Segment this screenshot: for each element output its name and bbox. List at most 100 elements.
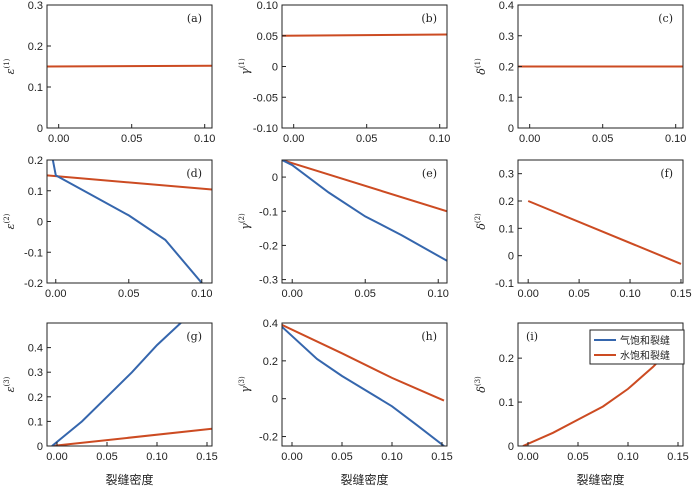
series-gas-line-d <box>51 160 203 283</box>
panel-label-b: (b) <box>421 12 437 25</box>
series-water-line-h <box>282 323 445 402</box>
y-tick-label: 0.3 <box>499 31 514 43</box>
series-water-line-g <box>51 427 212 446</box>
panel-label-e: (e) <box>422 167 437 180</box>
x-tick-label: 0.10 <box>429 133 450 145</box>
panel-e: 0.00 0.05 0.10 -0.3 -0.2 -0.1 0 γ(2) (e) <box>238 159 449 300</box>
panel-a: 0.00 0.05 0.10 0 0.1 0.2 0.3 ε(1) (a) <box>3 0 215 145</box>
x-tick-label: 0.10 <box>619 288 640 300</box>
y-axis-label-a: ε(1) <box>3 58 17 74</box>
series-water-line-d <box>47 174 212 191</box>
y-tick-label: 0 <box>272 172 278 184</box>
y-tick-label: 0.3 <box>499 169 514 181</box>
y-tick-label: 0.3 <box>28 0 43 12</box>
x-tick-label: 0.10 <box>146 451 167 463</box>
y-tick-label: -0.2 <box>259 432 278 444</box>
series-gas-line-g <box>51 323 183 446</box>
y-tick-label: 0 <box>37 441 43 453</box>
x-tick-label: 0.10 <box>191 288 212 300</box>
y-axis-label-g: ε(3) <box>3 376 17 392</box>
y-tick-label: -0.10 <box>253 123 278 135</box>
x-tick-label: 0.05 <box>121 133 142 145</box>
y-tick-label: 0.2 <box>28 392 43 404</box>
legend-box <box>589 329 685 365</box>
y-axis-label-h: γ(3) <box>238 376 252 393</box>
series-water-line-e <box>282 160 447 213</box>
axes-frame-i <box>517 322 684 447</box>
y-tick-label: 0.4 <box>499 0 514 12</box>
x-tick-label: 0.05 <box>356 133 377 145</box>
y-tick-label: 0.2 <box>263 356 278 368</box>
x-axis-label: 裂缝密度 <box>340 472 388 486</box>
series-gas-line-h <box>282 326 445 446</box>
y-tick-label: 0.2 <box>28 41 43 53</box>
x-tick-label: 0.05 <box>355 288 376 300</box>
x-tick-label: 0.00 <box>519 133 540 145</box>
axes-frame-h <box>281 322 448 447</box>
legend-label-water: 水饱和裂缝 <box>620 349 670 362</box>
y-tick-label: 0.1 <box>499 223 514 235</box>
y-tick-label: -0.2 <box>259 240 278 252</box>
x-tick-label: 0.10 <box>381 451 402 463</box>
y-tick-label: -0.2 <box>24 278 43 290</box>
x-tick-label: 0.00 <box>517 288 538 300</box>
x-tick-label: 0.05 <box>592 133 613 145</box>
y-tick-label: 0 <box>508 251 514 263</box>
panel-b: 0.00 0.05 0.10 -0.10 -0.05 0 0.05 0.10 γ(1) (b) <box>238 0 450 145</box>
series-water-line-b <box>282 33 447 37</box>
x-tick-label: 0.00 <box>281 451 302 463</box>
axes-frame-e <box>281 159 448 284</box>
x-tick-label: 0.05 <box>331 451 352 463</box>
y-axis-label-c: δ(1) <box>474 58 488 75</box>
y-tick-label: -0.1 <box>259 206 278 218</box>
x-tick-label: 0.00 <box>45 288 66 300</box>
y-tick-label: -0.05 <box>253 92 278 104</box>
y-tick-label: -0.1 <box>495 278 514 290</box>
y-axis-label-d: ε(2) <box>3 213 17 229</box>
panel-i: 0.00 0.05 0.10 0.15 0 0.1 0.2 δ(3) (i) 裂缝密度 <box>474 322 689 486</box>
panel-label-d: (d) <box>186 167 202 180</box>
x-axis-label: 裂缝密度 <box>105 472 153 486</box>
series-water-line-a <box>47 64 212 68</box>
x-tick-label: 0.15 <box>431 451 452 463</box>
panel-label-g: (g) <box>186 330 202 343</box>
x-tick-label: 0.05 <box>567 451 588 463</box>
x-tick-label: 0.15 <box>670 288 691 300</box>
y-tick-label: -0.3 <box>259 275 278 287</box>
y-tick-label: 0 <box>272 394 278 406</box>
panel-label-a: (a) <box>187 12 202 25</box>
panel-c: 0.00 0.05 0.10 0 0.1 0.2 0.3 0.4 δ(1) (c) <box>474 0 686 145</box>
y-axis-label-i: δ(3) <box>474 376 488 393</box>
x-tick-label: 0.10 <box>194 133 215 145</box>
x-tick-label: 0.00 <box>282 288 303 300</box>
x-axis-label: 裂缝密度 <box>576 472 624 486</box>
y-tick-label: 0.4 <box>28 343 43 355</box>
y-axis-label-f: δ(2) <box>474 213 488 230</box>
x-tick-label: 0.15 <box>667 451 688 463</box>
y-tick-label: 0.2 <box>499 353 514 365</box>
panel-label-f: (f) <box>660 167 673 180</box>
y-tick-label: 0 <box>508 441 514 453</box>
y-tick-label: 0.3 <box>28 367 43 379</box>
panel-h: 0.00 0.05 0.10 0.15 -0.2 0 0.2 0.4 γ(3) (h) 裂缝密度 <box>238 318 453 486</box>
x-tick-label: 0.10 <box>617 451 638 463</box>
y-axis-label-e: γ(2) <box>238 213 252 230</box>
x-tick-label: 0.00 <box>48 133 69 145</box>
y-tick-label: 0.2 <box>28 155 43 167</box>
series-water-line-f <box>527 200 682 265</box>
y-axis-label-b: γ(1) <box>238 58 252 75</box>
series-water-line-i <box>522 335 683 446</box>
y-tick-label: 0.1 <box>28 82 43 94</box>
y-tick-label: 0.1 <box>28 416 43 428</box>
legend-label-gas: 气饱和裂缝 <box>620 334 670 347</box>
x-tick-label: 0.00 <box>517 451 538 463</box>
y-tick-label: 0.4 <box>263 318 278 330</box>
panel-f: 0.00 0.05 0.10 0.15 -0.1 0 0.1 0.2 0.3 δ(2) (f) <box>474 159 692 300</box>
y-tick-label: 0 <box>272 62 278 74</box>
y-tick-label: 0.1 <box>28 186 43 198</box>
y-tick-label: 0 <box>37 217 43 229</box>
panel-d: 0.00 0.05 0.10 -0.2 -0.1 0 0.1 0.2 ε(2) (d) <box>3 155 213 300</box>
y-tick-label: 0.05 <box>257 31 278 43</box>
